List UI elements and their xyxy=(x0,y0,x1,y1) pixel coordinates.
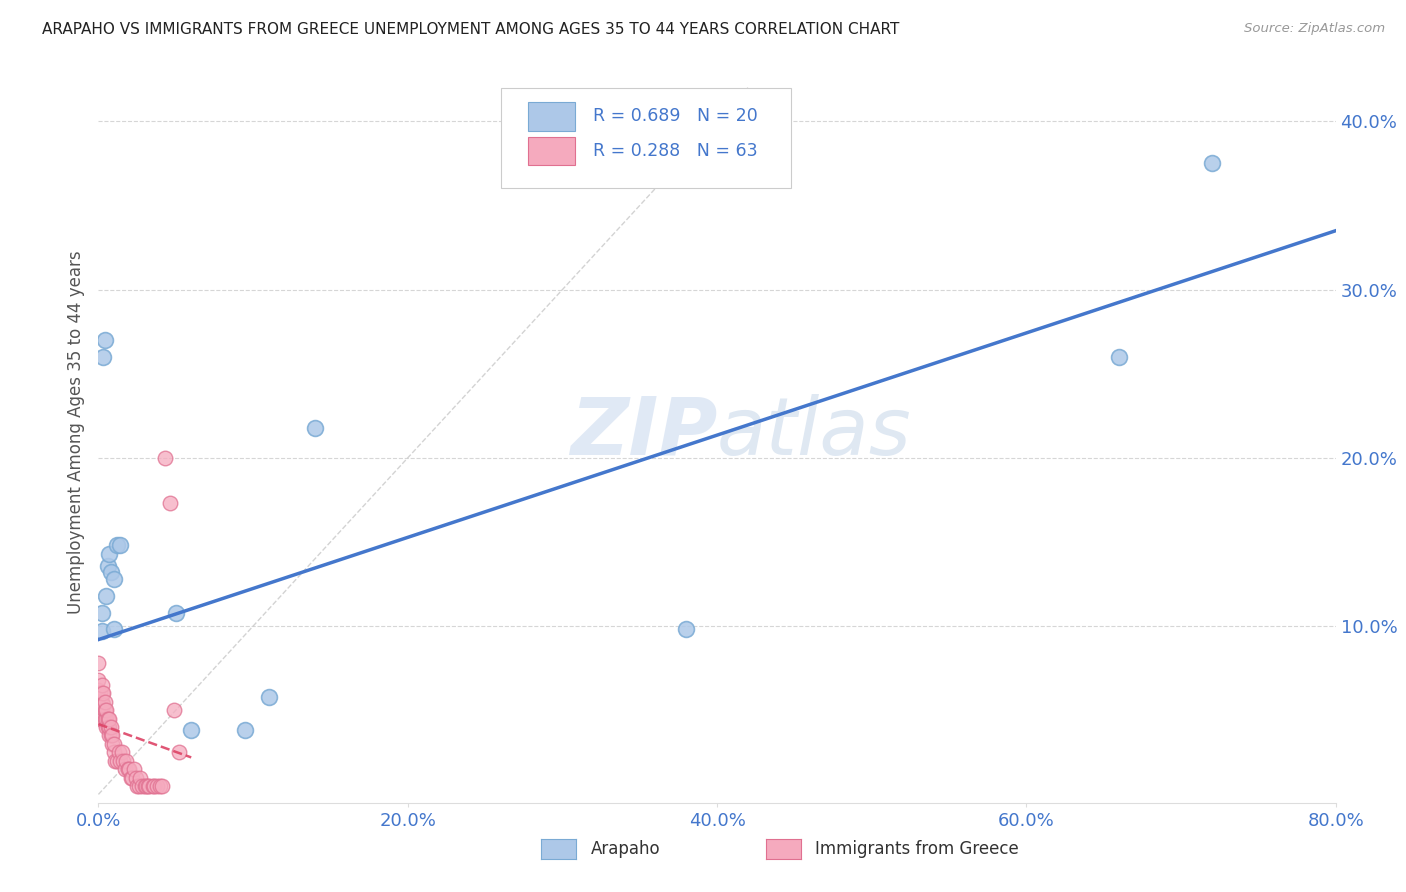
Point xyxy=(146,779,169,793)
Point xyxy=(103,737,125,751)
Point xyxy=(128,779,150,793)
Point xyxy=(93,695,115,709)
Point xyxy=(233,723,257,738)
Point xyxy=(143,779,166,793)
Point xyxy=(115,754,138,768)
Point xyxy=(96,703,118,717)
Point xyxy=(136,779,159,793)
Point xyxy=(134,779,156,793)
Text: Immigrants from Greece: Immigrants from Greece xyxy=(815,840,1019,858)
Point xyxy=(91,686,114,700)
Point xyxy=(90,695,112,709)
Point xyxy=(107,745,129,759)
Point xyxy=(90,686,112,700)
Point xyxy=(96,712,118,726)
Point xyxy=(91,350,114,364)
Point xyxy=(100,566,122,580)
Point xyxy=(122,762,145,776)
Point xyxy=(129,771,152,785)
Y-axis label: Unemployment Among Ages 35 to 44 years: Unemployment Among Ages 35 to 44 years xyxy=(66,251,84,615)
Point xyxy=(101,729,124,743)
Point xyxy=(87,673,110,687)
Point xyxy=(96,720,118,734)
Bar xyxy=(527,103,575,130)
Point xyxy=(89,695,111,709)
Text: ZIP: ZIP xyxy=(569,393,717,472)
Point xyxy=(1108,350,1130,364)
Point xyxy=(150,779,173,793)
Point xyxy=(108,754,131,768)
Point xyxy=(118,762,141,776)
Text: ARAPAHO VS IMMIGRANTS FROM GREECE UNEMPLOYMENT AMONG AGES 35 TO 44 YEARS CORRELA: ARAPAHO VS IMMIGRANTS FROM GREECE UNEMPL… xyxy=(42,22,900,37)
Point xyxy=(159,496,181,510)
Point xyxy=(91,698,114,713)
Point xyxy=(103,623,125,637)
Point xyxy=(91,712,114,726)
Point xyxy=(135,779,157,793)
Point xyxy=(89,712,111,726)
Point xyxy=(120,771,142,785)
Bar xyxy=(527,137,575,165)
Point xyxy=(89,686,111,700)
Point xyxy=(98,547,121,561)
Point xyxy=(163,703,186,717)
Point xyxy=(105,538,128,552)
Point xyxy=(97,712,120,726)
Point xyxy=(103,572,125,586)
Point xyxy=(90,624,112,639)
Point xyxy=(87,683,110,698)
Point xyxy=(127,779,149,793)
Text: R = 0.288   N = 63: R = 0.288 N = 63 xyxy=(593,143,758,161)
Point xyxy=(1201,156,1223,170)
Point xyxy=(93,703,115,717)
Point xyxy=(124,771,146,785)
Point xyxy=(90,703,112,717)
Point xyxy=(98,720,121,734)
Point xyxy=(104,754,127,768)
Point xyxy=(103,745,125,759)
Point xyxy=(117,762,139,776)
Point xyxy=(167,745,190,759)
Point xyxy=(121,771,143,785)
Point xyxy=(101,737,124,751)
Point xyxy=(87,656,110,670)
Point xyxy=(131,779,153,793)
Text: Arapaho: Arapaho xyxy=(591,840,661,858)
Point xyxy=(304,420,326,434)
Text: atlas: atlas xyxy=(717,393,912,472)
Point xyxy=(98,729,121,743)
Point xyxy=(257,690,280,704)
Text: R = 0.689   N = 20: R = 0.689 N = 20 xyxy=(593,108,758,126)
Point xyxy=(97,558,120,573)
Point xyxy=(90,678,112,692)
Text: Source: ZipAtlas.com: Source: ZipAtlas.com xyxy=(1244,22,1385,36)
Point xyxy=(675,623,697,637)
Point xyxy=(108,538,131,552)
Point xyxy=(87,695,110,709)
Point xyxy=(111,745,132,759)
Point xyxy=(149,779,172,793)
Point xyxy=(138,779,160,793)
Point xyxy=(114,762,136,776)
Point xyxy=(105,754,128,768)
Point xyxy=(141,779,165,793)
Point xyxy=(90,606,112,620)
Point xyxy=(100,729,122,743)
Point xyxy=(93,333,115,347)
Point xyxy=(98,712,121,726)
Point xyxy=(165,606,187,620)
FancyBboxPatch shape xyxy=(501,88,792,188)
Point xyxy=(96,589,118,603)
Point xyxy=(180,723,202,738)
Point xyxy=(93,712,115,726)
Point xyxy=(89,703,111,717)
Point xyxy=(112,754,135,768)
Point xyxy=(100,720,122,734)
Point xyxy=(153,450,176,465)
Point xyxy=(97,720,120,734)
